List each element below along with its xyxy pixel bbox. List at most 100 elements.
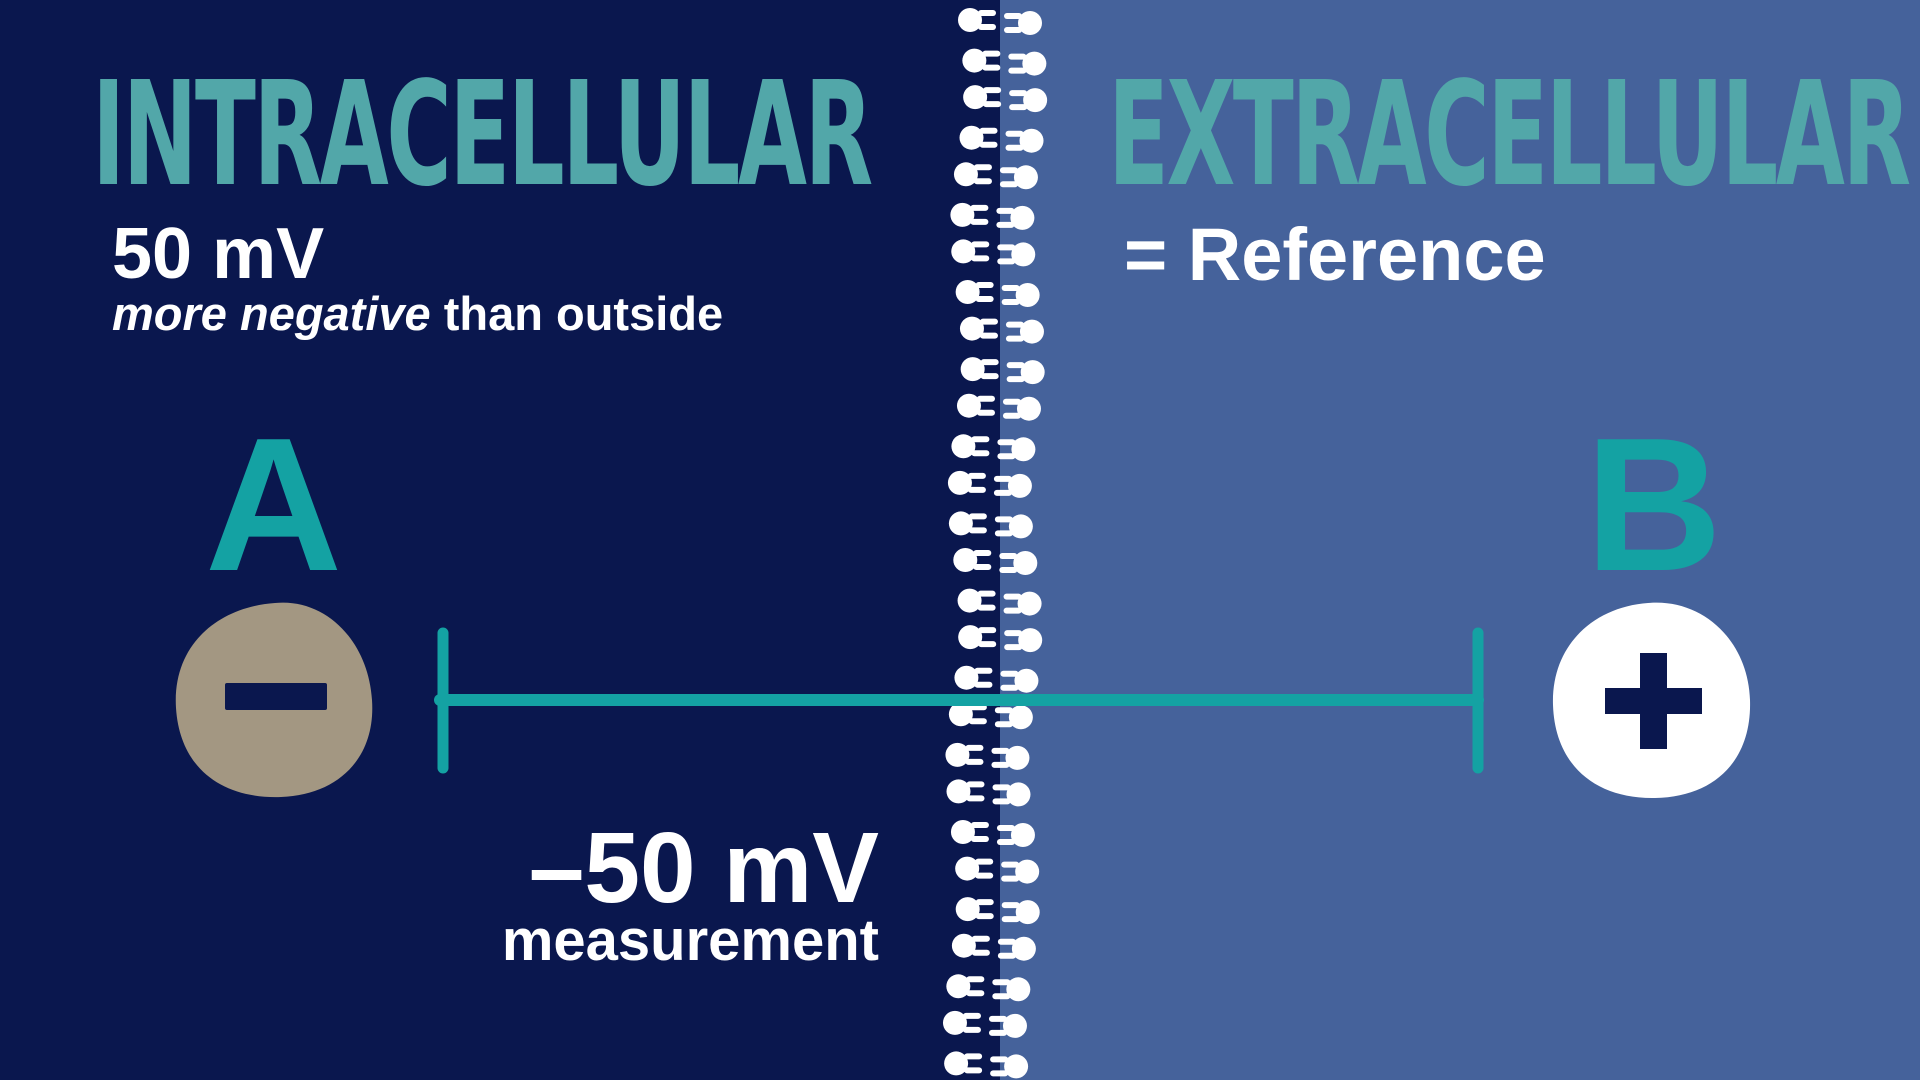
phospholipid-tail — [967, 472, 986, 479]
phospholipid-tail — [997, 258, 1016, 265]
phospholipid — [959, 125, 998, 150]
phospholipid — [947, 470, 986, 495]
phospholipid — [958, 8, 996, 32]
phospholipid-tail — [1005, 144, 1024, 151]
phospholipid-tail — [988, 1029, 1007, 1036]
phospholipid-head — [1015, 283, 1040, 307]
phospholipid-tail — [997, 453, 1016, 460]
phospholipid-tail — [971, 436, 990, 443]
phospholipid-tail — [996, 825, 1015, 831]
phospholipid-head — [1010, 823, 1035, 847]
phospholipid-tail — [988, 1015, 1007, 1022]
phospholipid-tail — [982, 50, 1001, 57]
phospholipid-tail — [1002, 398, 1021, 405]
phospholipid-tail — [971, 255, 990, 262]
phospholipid-tail — [1001, 875, 1020, 882]
phospholipid — [991, 745, 1030, 770]
phospholipid-tail — [976, 395, 995, 402]
phospholipid-tail — [1001, 285, 1020, 291]
phospholipid-head — [946, 779, 971, 804]
phospholipid-head — [1016, 396, 1041, 421]
phospholipid-tail — [979, 127, 998, 134]
phospholipid-tail — [962, 1026, 981, 1033]
phospholipid — [992, 977, 1031, 1002]
phospholipid-tail — [999, 553, 1018, 559]
phospholipid — [951, 434, 990, 459]
phospholipid — [1004, 11, 1042, 35]
phospholipid-tail — [992, 784, 1011, 791]
phospholipid-tail — [970, 836, 989, 842]
phospholipid-tail — [968, 527, 987, 534]
phospholipid-tail — [994, 721, 1013, 728]
phospholipid — [1000, 668, 1039, 693]
phospholipid — [944, 1051, 983, 1076]
phospholipid-head — [955, 280, 980, 304]
measurement-value: –50 mV — [528, 812, 879, 924]
phospholipid — [997, 936, 1036, 961]
phospholipid — [1008, 51, 1047, 76]
phospholipid-head — [959, 125, 984, 150]
extracellular-panel — [1000, 0, 1920, 1080]
phospholipid-head — [955, 856, 980, 881]
phospholipid-tail — [1004, 27, 1022, 33]
phospholipid-head — [1015, 900, 1040, 925]
phospholipid — [950, 202, 989, 227]
point-a-label: A — [205, 399, 343, 611]
phospholipid-head — [1011, 242, 1036, 267]
phospholipid-head — [960, 357, 985, 382]
phospholipid-tail — [996, 221, 1015, 228]
phospholipid-tail — [978, 24, 996, 30]
phospholipid-head — [944, 1051, 969, 1076]
phospholipid-tail — [976, 409, 995, 416]
phospholipid-tail — [1001, 916, 1020, 923]
phospholipid-head — [962, 48, 987, 73]
phospholipid-tail — [997, 439, 1016, 446]
phospholipid-tail — [1003, 607, 1022, 614]
phospholipid — [990, 1054, 1029, 1079]
phospholipid-head — [950, 820, 975, 844]
phospholipid-head — [1010, 205, 1035, 230]
phospholipid-tail — [964, 1053, 983, 1060]
phospholipid-tail — [1000, 684, 1019, 691]
phospholipid — [994, 514, 1033, 539]
phospholipid-tail — [990, 1070, 1009, 1077]
phospholipid — [1004, 628, 1043, 653]
phospholipid-head — [957, 588, 982, 613]
phospholipid-tail — [1005, 321, 1024, 328]
phospholipid-head — [1008, 514, 1033, 539]
phospholipid-tail — [970, 204, 989, 211]
phospholipid-head — [948, 511, 973, 536]
phospholipid-tail — [1003, 593, 1022, 600]
reference-label: = Reference — [1124, 213, 1546, 296]
phospholipid-head — [951, 434, 976, 459]
phospholipid-head — [951, 933, 976, 958]
phospholipid-head — [1002, 1013, 1027, 1038]
phospholipid-tail — [973, 164, 992, 171]
phospholipid-tail — [1001, 902, 1020, 909]
phospholipid-tail — [980, 359, 999, 366]
phospholipid-tail — [971, 241, 990, 248]
phospholipid-tail — [993, 475, 1012, 482]
phospholipid-tail — [975, 899, 994, 906]
phospholipid-head — [1018, 11, 1042, 35]
phospholipid-tail — [1002, 412, 1021, 419]
phospholipid-tail — [979, 141, 998, 148]
phospholipid — [958, 625, 997, 650]
phospholipid-tail — [1004, 13, 1022, 19]
phospholipid — [996, 823, 1035, 847]
phospholipid — [1006, 360, 1045, 385]
phospholipid — [946, 974, 985, 999]
phospholipid — [945, 742, 984, 767]
phospholipid — [948, 511, 987, 536]
phospholipid-tail — [1005, 335, 1024, 342]
phospholipid-tail — [992, 993, 1011, 1000]
phospholipid-head — [1006, 782, 1031, 807]
point-b-label: B — [1585, 399, 1723, 611]
phospholipid-head — [1017, 591, 1042, 616]
phospholipid-head — [953, 548, 978, 572]
phospholipid — [951, 933, 990, 958]
phospholipid-head — [1015, 859, 1040, 884]
phospholipid — [953, 162, 992, 187]
phospholipid-head — [1013, 551, 1038, 575]
